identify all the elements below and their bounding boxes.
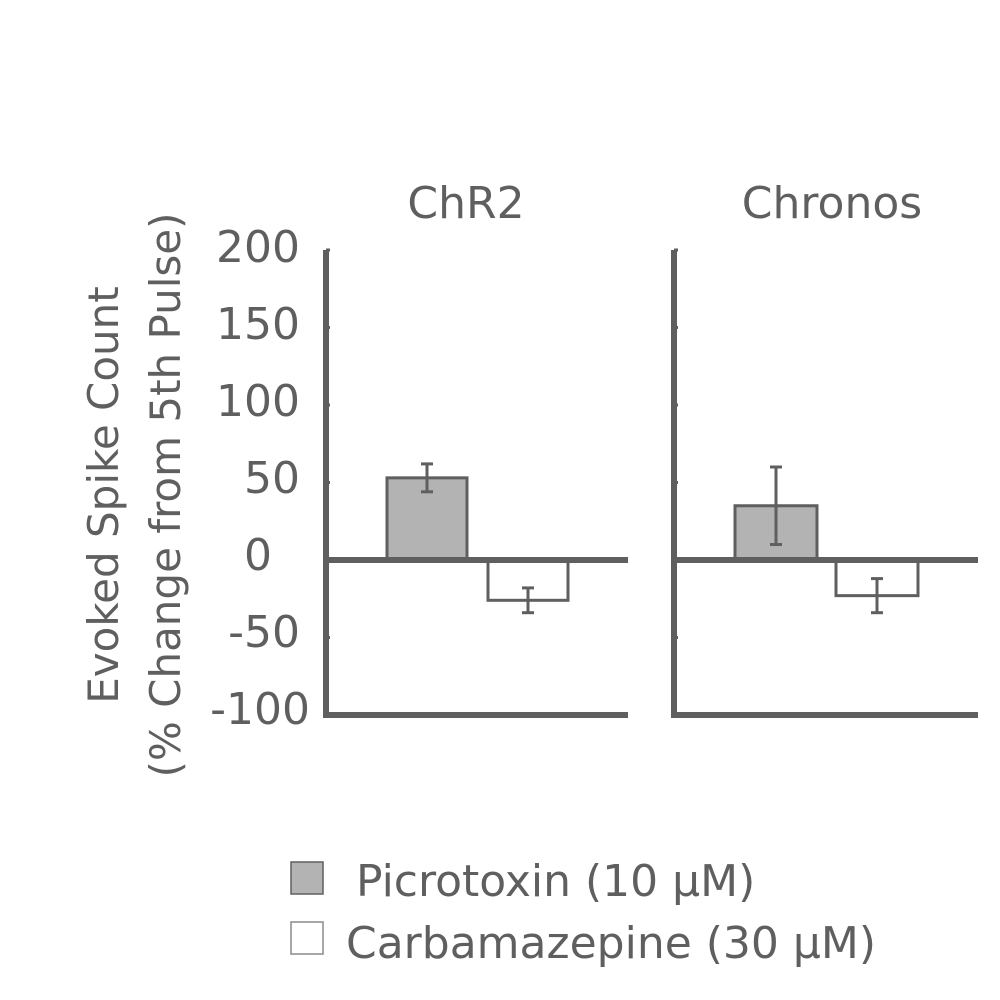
panel-title-chr2: ChR2 <box>407 178 524 229</box>
y-tick-label-100: 100 <box>216 376 300 427</box>
error-bar-chr2-picrotoxin <box>421 462 433 494</box>
y-tick-label-150: 150 <box>216 299 300 350</box>
error-bar-chronos-picrotoxin <box>770 465 782 546</box>
error-bar-chr2-carbamazepine <box>522 586 534 615</box>
legend-swatch-carbamazepine <box>290 921 324 955</box>
y-tick-label-minus-50: -50 <box>228 607 300 658</box>
y-tick-label-50: 50 <box>244 453 300 504</box>
y-tick-label-200: 200 <box>216 222 300 273</box>
legend-swatch-picrotoxin <box>290 861 324 895</box>
y-tick-label-minus-100: -100 <box>210 684 310 735</box>
panel-chr2-error-bars <box>421 462 534 615</box>
y-axis-title: Evoked Spike Count (% Change from 5th Pu… <box>79 212 190 777</box>
error-bar-chronos-carbamazepine <box>871 577 883 615</box>
y-tick-labels: 200 150 100 50 0 -50 -100 <box>210 222 310 735</box>
y-axis-title-line-1: Evoked Spike Count <box>79 286 128 704</box>
y-tick-label-0: 0 <box>244 530 272 581</box>
panel-chronos-y-ticks <box>674 248 678 717</box>
panel-title-chronos: Chronos <box>742 178 922 229</box>
legend: Picrotoxin (10 μM) Carbamazepine (30 μM) <box>290 856 876 969</box>
panel-chronos-bars <box>733 504 920 598</box>
legend-label-picrotoxin: Picrotoxin (10 μM) <box>356 856 755 907</box>
panel-chr2-bars <box>385 476 570 602</box>
panel-chr2: ChR2 <box>323 178 628 718</box>
legend-label-carbamazepine: Carbamazepine (30 μM) <box>346 918 876 969</box>
y-axis-title-line-2: (% Change from 5th Pulse) <box>141 212 190 777</box>
panel-chronos-error-bars <box>770 465 883 615</box>
panel-chronos: Chronos <box>671 178 978 718</box>
